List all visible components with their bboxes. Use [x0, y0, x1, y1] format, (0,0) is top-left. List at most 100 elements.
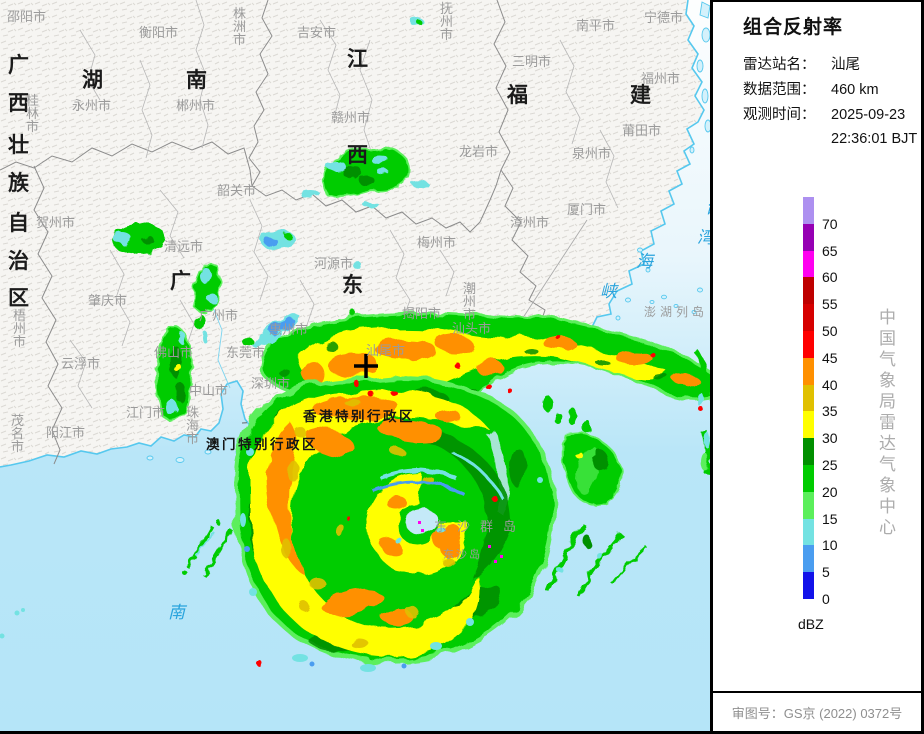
- map-label-province: 湖: [82, 69, 103, 92]
- map-label-city: 永州市: [72, 98, 111, 113]
- station-value: 汕尾: [831, 57, 860, 73]
- legend-tick-label: 15: [822, 510, 838, 527]
- map-label-city: 韶关市: [217, 183, 256, 198]
- map-label-city: 衡阳市: [139, 25, 178, 40]
- radar-echo-main: [234, 311, 710, 668]
- map-labels: 湖南江西福 建广 东广西壮族自治区邵阳市衡阳市 吉安市 南平市宁德市三明市福州市莆田市泉…: [7, 1, 710, 622]
- map-label-city: 泉州市: [572, 146, 611, 161]
- legend-color-segment: [803, 518, 814, 546]
- map-label-city: 桂林市: [26, 93, 39, 134]
- map-label-province: 东: [342, 273, 363, 297]
- map-label-province: 治: [8, 249, 29, 273]
- map-label-city: 河源市: [314, 256, 353, 271]
- map-label-city: 吉安市: [297, 25, 336, 40]
- legend-tick-label: 35: [822, 403, 838, 420]
- map-label-city: 江门市: [126, 405, 165, 420]
- map-label-sea: 湾: [697, 228, 710, 247]
- map-label-city: 东莞市: [226, 345, 265, 360]
- radar-station-marker: [354, 354, 378, 378]
- radar-echo-scattered: [112, 18, 710, 597]
- time-label: 观测时间：: [743, 107, 816, 123]
- legend-color-segment: [803, 411, 814, 439]
- map-label-province: 江: [347, 48, 368, 71]
- map-label-city: 澎湖列岛: [644, 304, 708, 319]
- map-label-city: 清远市: [164, 239, 203, 254]
- legend-tick-label: 5: [822, 564, 830, 581]
- map-label-city: 南平市: [576, 18, 615, 33]
- legend-tick-label: 40: [822, 376, 838, 393]
- legend-tick-label: 65: [822, 242, 838, 259]
- legend-color-segment: [803, 197, 814, 224]
- radar-echo-specks: [0, 448, 543, 672]
- map-label-city: 梅州市: [417, 235, 456, 250]
- map-label-sea: 海: [636, 252, 656, 271]
- radar-map: 湖南江西福建广东广西壮族自治区邵阳市 衡阳市 吉安市 南平市 宁德市 三明市 福州市 莆田市泉…: [0, 0, 710, 731]
- reflectivity-legend: 70 65 60 55 50 45 40 35 30 25 20 15 10 5 0: [803, 197, 838, 607]
- legend-color-segment: [803, 384, 814, 412]
- legend-color-segment: [803, 277, 814, 305]
- map-label-city: 贺州市: [36, 215, 75, 230]
- map-label-city: 宁德市: [644, 10, 683, 25]
- legend-color-segment: [803, 438, 814, 465]
- map-label-city: 惠州市: [269, 322, 308, 337]
- map-label-province: 自: [8, 211, 29, 235]
- map-label-city: 汕头市: [452, 321, 491, 336]
- station-label: 雷达站名：: [743, 57, 816, 73]
- map-label-province: 壮: [8, 134, 29, 157]
- map-label-sea: 峡: [600, 282, 619, 301]
- map-label-city: 阳江市: [46, 425, 85, 440]
- map-label-sar: 澳门特别行政区: [206, 436, 318, 452]
- agency-watermark: 中国气象局雷达气象中心: [876, 308, 895, 539]
- map-label-province: 福: [506, 84, 528, 107]
- map-label-city: 赣州市: [331, 110, 370, 125]
- map-label-province: 西: [347, 144, 368, 167]
- approval-number: 审图号：GS京 (2022) 0372号: [731, 705, 903, 721]
- legend-color-segment: [803, 304, 814, 331]
- map-label-city: 漳州市: [510, 215, 549, 230]
- map-label-city: 深圳市: [251, 376, 290, 391]
- map-label-city: 莆田市: [622, 123, 661, 138]
- legend-tick-label: 10: [822, 537, 838, 554]
- map-label-province: 广: [8, 53, 29, 77]
- legend-tick-label: 25: [822, 457, 838, 473]
- map-label-province: 西: [8, 92, 29, 115]
- legend-tick-label: 50: [822, 323, 838, 339]
- map-label-sea: 台: [705, 198, 710, 217]
- product-title: 组合反射率: [743, 17, 844, 38]
- legend-color-segment: [803, 491, 814, 519]
- map-label-city: 东沙群岛: [434, 519, 526, 534]
- range-value: 460 km: [831, 82, 879, 98]
- info-panel: 组合反射率 雷达站名： 汕尾 数据范围： 460 km 观测时间： 2025-09-2…: [710, 0, 924, 731]
- map-label-city: 珠海市: [186, 405, 199, 446]
- map-label-province: 建: [630, 83, 651, 107]
- map-label-city: 云浮市: [61, 356, 100, 371]
- time-value-2: 22:36:01 BJT: [831, 131, 918, 147]
- legend-tick-label: 45: [822, 349, 838, 366]
- map-label-city: 茂名市: [11, 413, 24, 454]
- map-label-city: 福州市: [641, 71, 680, 86]
- map-label-province: 族: [8, 171, 30, 195]
- legend-tick-label: 55: [822, 296, 838, 313]
- map-label-city: 三明市: [512, 54, 551, 69]
- map-label-city: 肇庆市: [88, 293, 127, 308]
- map-label-city: 广州市: [199, 308, 238, 323]
- legend-color-segment: [803, 250, 814, 278]
- legend-color-segment: [803, 545, 814, 573]
- legend-tick-label: 30: [822, 430, 838, 447]
- map-label-city: 东沙岛: [443, 547, 482, 561]
- map-label-city: 郴州市: [176, 98, 215, 113]
- map-label-city: 潮州市: [463, 281, 476, 322]
- legend-tick-label: 0: [822, 591, 830, 607]
- legend-unit: dBZ: [798, 616, 824, 632]
- map-label-city: 邵阳市: [7, 9, 46, 24]
- map-label-city: 抚州市: [440, 1, 453, 42]
- legend-color-segment: [803, 572, 814, 599]
- legend-color-segment: [803, 357, 814, 385]
- map-label-city: 龙岩市: [459, 144, 498, 159]
- time-row: 观测时间： 2025-09-23: [743, 103, 921, 128]
- map-label-province: 南: [186, 68, 207, 92]
- station-row: 雷达站名： 汕尾: [743, 53, 921, 78]
- time-value: 2025-09-23: [831, 107, 906, 123]
